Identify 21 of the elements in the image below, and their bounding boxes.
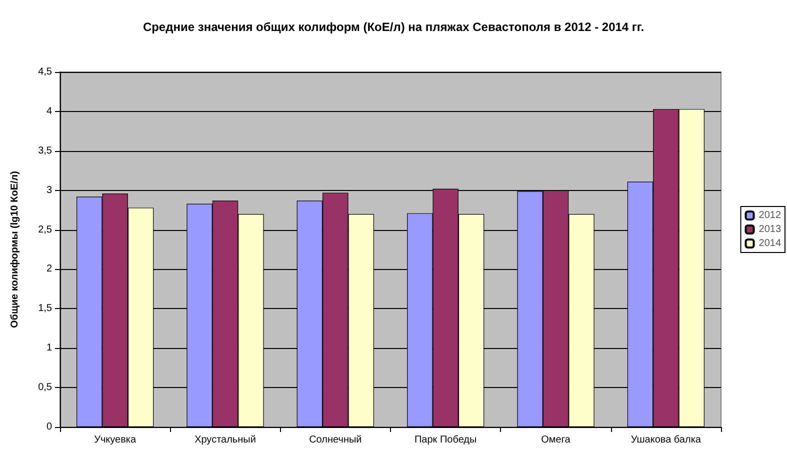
y-tick-label: 4,5	[38, 66, 52, 78]
y-tick-label: 2	[46, 264, 52, 275]
chart-title: Средние значения общих колиформ (КоЕ/л) на пляжах Севастополя в 2012 - 2014 гг.	[142, 20, 644, 34]
y-tick-label: 2,5	[38, 224, 52, 236]
x-tick-label: Парк Победы	[414, 434, 477, 446]
y-tick-label: 0	[46, 422, 52, 432]
x-tick-label: Омега	[541, 434, 571, 446]
y-tick-label: 1,5	[38, 303, 52, 314]
x-tick-label: Хрустальный	[194, 434, 256, 446]
y-tick-label: 0,5	[38, 382, 52, 394]
y-tick-label: 3,5	[38, 145, 52, 156]
x-tick-label: Солнечный	[309, 434, 362, 446]
legend-label: 2012	[758, 210, 782, 221]
y-tick-label: 4	[46, 106, 52, 117]
y-tick-label: 3	[46, 184, 52, 196]
legend-label: 2014	[758, 238, 782, 249]
legend-label: 2013	[758, 224, 782, 235]
x-tick-label: Ушакова балка	[630, 434, 702, 446]
y-axis-title: Общие колиформы (lg10 КоЕ/л)	[10, 171, 20, 328]
x-tick-label: Учкуевка	[94, 434, 137, 446]
y-tick-label: 1	[46, 342, 52, 354]
